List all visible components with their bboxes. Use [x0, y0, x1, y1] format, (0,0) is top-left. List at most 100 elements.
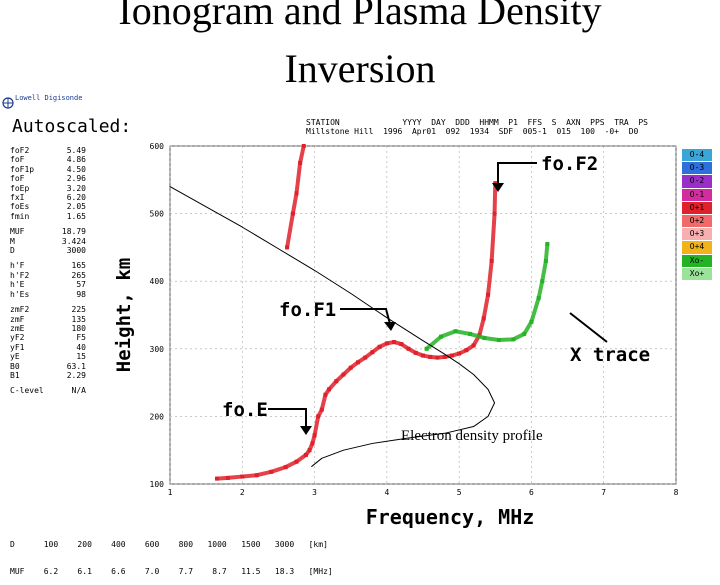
param-name: h'Es — [10, 289, 30, 299]
param-row: fxI 6.20 — [10, 193, 86, 202]
y-tick-label: 200 — [150, 412, 165, 421]
param-name: M — [10, 236, 15, 246]
data-point — [290, 211, 295, 216]
param-name: D — [10, 246, 15, 256]
param-name: fmin — [10, 211, 30, 221]
data-point — [316, 414, 321, 419]
param-name: zmF2 — [10, 305, 30, 315]
muf-table: D 100 200 400 600 800 1000 1500 3000 [km… — [10, 522, 333, 585]
param-row: h'F 165 — [10, 261, 86, 270]
x-axis-label: Frequency, MHz — [366, 505, 535, 529]
chart-series — [169, 144, 550, 481]
param-name: B0 — [10, 361, 20, 371]
data-point — [294, 459, 299, 464]
param-row: foEp 3.20 — [10, 184, 86, 193]
data-point — [327, 387, 332, 392]
y-tick-label: 400 — [150, 277, 165, 286]
data-point — [294, 191, 299, 196]
autoscaled-label: Autoscaled: — [12, 116, 132, 137]
data-point — [467, 331, 472, 336]
data-point — [486, 292, 491, 297]
param-name: fxI — [10, 193, 25, 203]
logo-label: Lowell Digisonde — [15, 94, 82, 102]
annotation-foE-label: fo.E — [222, 399, 268, 421]
data-point — [536, 296, 541, 301]
data-point — [384, 341, 389, 346]
x-tick-label: 3 — [312, 488, 317, 497]
param-row: C-level N/A — [10, 386, 86, 395]
param-name: zmE — [10, 323, 25, 333]
param-value: 165 — [71, 261, 86, 271]
data-point — [496, 338, 501, 343]
data-point — [301, 144, 306, 148]
plot-frame — [169, 145, 677, 485]
param-name: h'F2 — [10, 270, 30, 280]
param-name: h'E — [10, 280, 25, 290]
annotation-profile-label: Electron density profile — [401, 428, 543, 444]
param-row: fmin 1.65 — [10, 212, 86, 221]
param-name: yF2 — [10, 333, 25, 343]
param-name: MUF — [10, 227, 25, 237]
param-name: foF1p — [10, 164, 35, 174]
data-point — [522, 331, 527, 336]
station-info: STATION YYYY DAY DDD HHMM P1 FFS S AXN P… — [306, 118, 648, 136]
param-row: zmF2 225 — [10, 305, 86, 314]
data-point — [529, 319, 534, 324]
param-value: N/A — [71, 386, 86, 396]
data-point — [453, 329, 458, 334]
annotation-foF2-label: fo.F2 — [541, 153, 598, 175]
x-tick-label: 5 — [457, 488, 462, 497]
param-row: foF 4.86 — [10, 155, 86, 164]
param-value: 63.1 — [66, 361, 86, 371]
plot-grid — [169, 145, 677, 485]
param-row: foEs 2.05 — [10, 202, 86, 211]
slide-title-line1: Ionogram and Plasma Density — [118, 0, 602, 33]
annotation-foF1-label: fo.F1 — [279, 299, 336, 321]
x-tick-label: 8 — [674, 488, 679, 497]
param-name: foF2 — [10, 146, 30, 155]
param-row: h'E 57 — [10, 280, 86, 289]
param-name: yE — [10, 352, 20, 362]
x-tick-label: 7 — [601, 488, 606, 497]
data-point — [254, 473, 259, 478]
series-o-trace-upper-branch- — [285, 144, 306, 250]
legend-item: O-2 — [682, 175, 712, 188]
data-point — [319, 407, 324, 412]
data-point — [399, 342, 404, 347]
legend-item: O+1 — [682, 201, 712, 214]
annotation-xtrace: X trace — [569, 312, 650, 366]
param-name: foEp — [10, 183, 30, 193]
param-value: 5.49 — [66, 146, 86, 155]
param-row: foF 2.96 — [10, 174, 86, 183]
param-value: 15 — [76, 352, 86, 362]
param-value: 225 — [71, 305, 86, 315]
data-point — [471, 343, 476, 348]
legend-item: O+3 — [682, 228, 712, 241]
param-name: yF1 — [10, 342, 25, 352]
param-row: B1 2.29 — [10, 371, 86, 380]
param-name: zmF — [10, 314, 25, 324]
data-point — [285, 245, 290, 250]
param-row: yE 15 — [10, 352, 86, 361]
series-line — [169, 186, 496, 467]
y-tick-label: 500 — [150, 210, 165, 219]
legend-item: O-3 — [682, 162, 712, 175]
legend-item: O+2 — [682, 214, 712, 228]
param-value: 18.79 — [61, 227, 86, 237]
data-point — [511, 337, 516, 342]
param-value: 3.424 — [61, 236, 86, 246]
data-point — [214, 476, 219, 481]
series-electron-density-profile — [169, 186, 496, 467]
param-name: foEs — [10, 202, 30, 212]
data-point — [377, 344, 382, 349]
param-value: 4.50 — [66, 164, 86, 174]
param-value: 2.96 — [66, 174, 86, 184]
y-tick-label: 100 — [150, 480, 165, 489]
x-tick-label: 4 — [384, 488, 389, 497]
param-row: yF2 F5 — [10, 333, 86, 342]
param-value: 1.65 — [66, 211, 86, 221]
data-point — [543, 258, 548, 263]
data-point — [481, 316, 486, 321]
legend-item: Xo+ — [682, 267, 712, 280]
param-value: 265 — [71, 270, 86, 280]
